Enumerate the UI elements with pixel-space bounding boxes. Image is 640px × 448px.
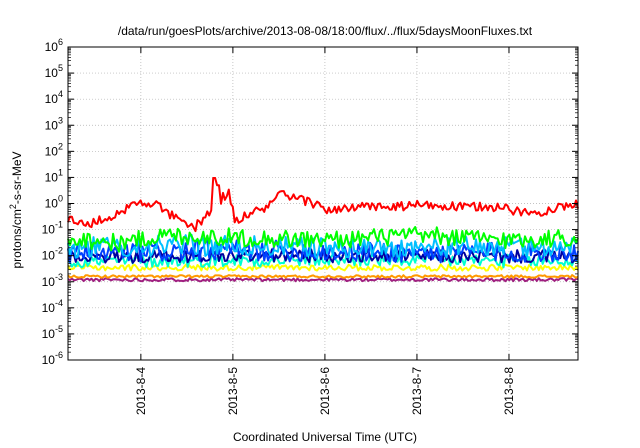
y-tick-base: 10 xyxy=(42,353,56,367)
y-tick-base: 10 xyxy=(42,301,56,315)
y-tick-label: 102 xyxy=(45,141,63,158)
y-tick-label: 101 xyxy=(45,167,63,184)
x-tick-label: 2013-8-4 xyxy=(134,367,148,415)
y-axis-label: protons/cm2-s-sr-MeV xyxy=(8,151,24,268)
x-tick-label: 2013-8-6 xyxy=(318,367,332,415)
y-tick-exponent: 0 xyxy=(58,194,63,204)
series-line xyxy=(67,277,579,283)
series-line xyxy=(67,177,579,233)
y-tick-label: 100 xyxy=(45,194,63,211)
x-tick-label: 2013-8-5 xyxy=(226,367,240,415)
y-tick-base: 10 xyxy=(45,118,59,132)
y-tick-exponent: 4 xyxy=(58,89,63,99)
y-tick-base: 10 xyxy=(42,223,56,237)
y-tick-label: 10-1 xyxy=(42,220,63,237)
y-tick-exponent: 2 xyxy=(58,141,63,151)
y-tick-base: 10 xyxy=(45,66,59,80)
series-line xyxy=(67,263,579,272)
x-axis-label: Coordinated Universal Time (UTC) xyxy=(233,430,417,444)
y-tick-label: 10-3 xyxy=(42,272,63,289)
y-tick-base: 10 xyxy=(45,170,59,184)
y-tick-exponent: -3 xyxy=(55,272,63,282)
y-tick-base: 10 xyxy=(45,92,59,106)
axis-ticks xyxy=(68,46,578,361)
series-line xyxy=(67,226,579,253)
y-axis-label-part: protons/cm xyxy=(10,209,24,268)
y-tick-base: 10 xyxy=(45,197,59,211)
y-tick-label: 103 xyxy=(45,115,63,132)
chart-title: /data/run/goesPlots/archive/2013-08-08/1… xyxy=(118,24,533,38)
y-tick-label: 10-2 xyxy=(42,246,63,263)
y-axis-label-part: -s-sr-MeV xyxy=(10,151,24,204)
y-tick-label: 10-5 xyxy=(42,324,63,341)
y-tick-labels: 10-610-510-410-310-210-11001011021031041… xyxy=(42,37,63,367)
y-tick-label: 104 xyxy=(45,89,63,106)
y-tick-base: 10 xyxy=(45,144,59,158)
y-tick-exponent: -4 xyxy=(55,298,63,308)
x-tick-labels: 2013-8-4 2013-8-5 2013-8-6 2013-8-7 2013-8-8 xyxy=(134,367,516,415)
y-tick-label: 10-6 xyxy=(42,350,63,367)
x-tick-label: 2013-8-8 xyxy=(502,367,516,415)
y-tick-label: 10-4 xyxy=(42,298,63,315)
series-line xyxy=(67,252,579,269)
y-axis-label-superscript: 2 xyxy=(8,204,18,209)
y-tick-base: 10 xyxy=(42,275,56,289)
y-tick-exponent: -6 xyxy=(55,350,63,360)
y-tick-label: 105 xyxy=(45,63,63,80)
y-tick-exponent: -5 xyxy=(55,324,63,334)
series-layer xyxy=(67,177,579,283)
y-tick-base: 10 xyxy=(42,249,56,263)
x-tick-label: 2013-8-7 xyxy=(410,367,424,415)
series-line xyxy=(67,274,579,279)
y-tick-base: 10 xyxy=(42,327,56,341)
y-tick-base: 10 xyxy=(45,40,59,54)
y-tick-exponent: 5 xyxy=(58,63,63,73)
y-tick-exponent: 1 xyxy=(58,167,63,177)
y-tick-exponent: 3 xyxy=(58,115,63,125)
y-tick-exponent: 6 xyxy=(58,37,63,47)
y-tick-label: 106 xyxy=(45,37,63,54)
y-tick-exponent: -2 xyxy=(55,246,63,256)
y-tick-exponent: -1 xyxy=(55,220,63,230)
